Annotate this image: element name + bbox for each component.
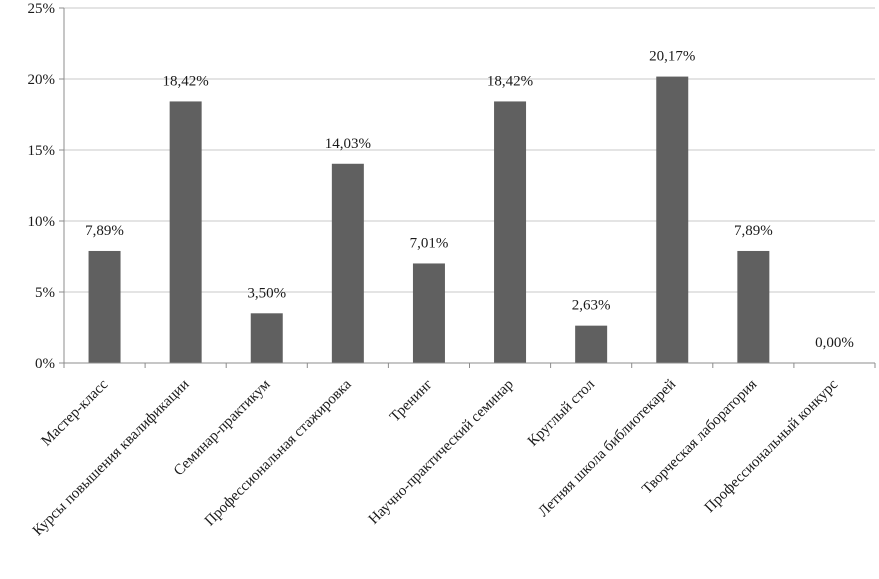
bars [88,76,770,363]
y-tick-label: 5% [35,285,55,301]
x-category-label: Круглый стол [525,376,598,449]
x-category-label: Курсы повышения квалификации [30,377,193,540]
x-category-label: Научно-практический семинар [366,377,517,528]
bar [737,250,770,363]
y-tick-label: 0% [35,356,55,372]
data-label: 7,89% [85,223,124,239]
x-category-label: Мастер-класс [38,376,111,449]
y-tick-label: 25% [28,1,56,17]
y-tick-label: 10% [28,214,56,230]
data-label: 3,50% [247,285,286,301]
data-label: 20,17% [649,49,695,65]
x-category-label: Профессиональный конкурс [702,376,842,516]
data-label: 0,00% [815,335,854,351]
data-labels: 7,89% 18,42% 3,50% 14,03% 7,01% 18,42% 2,63% 20… [85,49,854,351]
y-tick-label: 20% [28,72,56,88]
bar [250,313,283,363]
bar [88,250,121,363]
axes [63,8,876,368]
x-category-label: Летняя школа библиотекарей [536,377,680,521]
data-label: 14,03% [325,136,371,152]
bar [656,76,689,363]
x-category-label: Профессиональная стажировка [202,376,355,529]
bar [331,163,364,363]
bar [494,101,527,363]
x-category-label: Тренинг [387,377,436,426]
bar [412,263,445,363]
y-tick-label: 15% [28,143,56,159]
data-label: 18,42% [163,73,209,89]
bar [575,325,608,363]
data-label: 7,01% [410,235,449,251]
bar [169,101,202,363]
data-label: 2,63% [572,298,611,314]
data-label: 7,89% [734,223,773,239]
y-axis-ticks: 0% 5% 10% 15% 20% 25% [28,1,64,372]
data-label: 18,42% [487,73,533,89]
